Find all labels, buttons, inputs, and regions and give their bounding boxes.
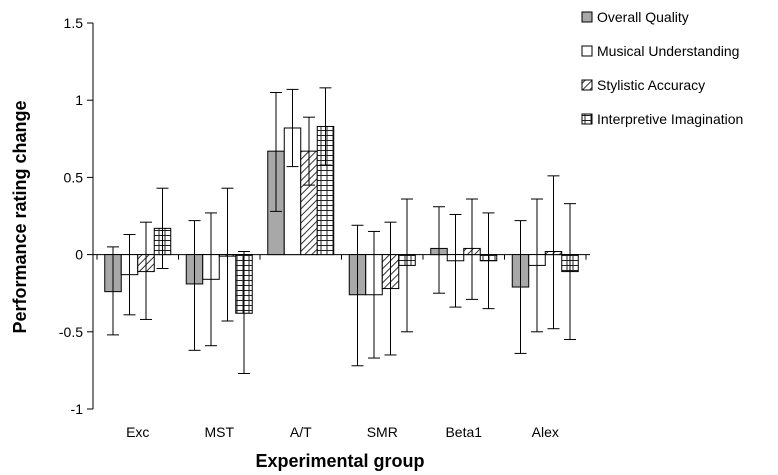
x-axis-title: Experimental group <box>255 451 424 471</box>
y-tick-label: -0.5 <box>59 324 83 340</box>
y-tick-label: 1.5 <box>64 15 84 31</box>
legend-swatch <box>581 113 593 125</box>
x-tick-label: MST <box>204 424 234 440</box>
legend: Overall Quality Musical Understanding Styl… <box>581 9 743 127</box>
legend-label: Interpretive Imagination <box>597 111 743 127</box>
y-tick-label: 1 <box>75 92 83 108</box>
legend-swatch <box>581 79 593 91</box>
x-tick-label: SMR <box>367 424 398 440</box>
y-axis-title: Performance rating change <box>10 100 30 333</box>
legend-swatch <box>581 11 593 23</box>
x-tick-label: Beta1 <box>445 424 482 440</box>
y-tick-label: 0.5 <box>64 169 84 185</box>
y-tick-label: 0 <box>75 247 83 263</box>
x-tick-label: Alex <box>532 424 559 440</box>
legend-label: Stylistic Accuracy <box>597 77 705 93</box>
x-tick-label: Exc <box>126 424 149 440</box>
legend-swatch <box>581 45 593 57</box>
legend-label: Overall Quality <box>597 9 689 25</box>
x-tick-label: A/T <box>290 424 312 440</box>
legend-label: Musical Understanding <box>597 43 739 59</box>
plot-area: -1 -0.5 0 0.5 1 1.5 Exc MST A/T SMR Beta1 Alex <box>59 15 590 440</box>
y-tick-label: -1 <box>71 401 84 417</box>
